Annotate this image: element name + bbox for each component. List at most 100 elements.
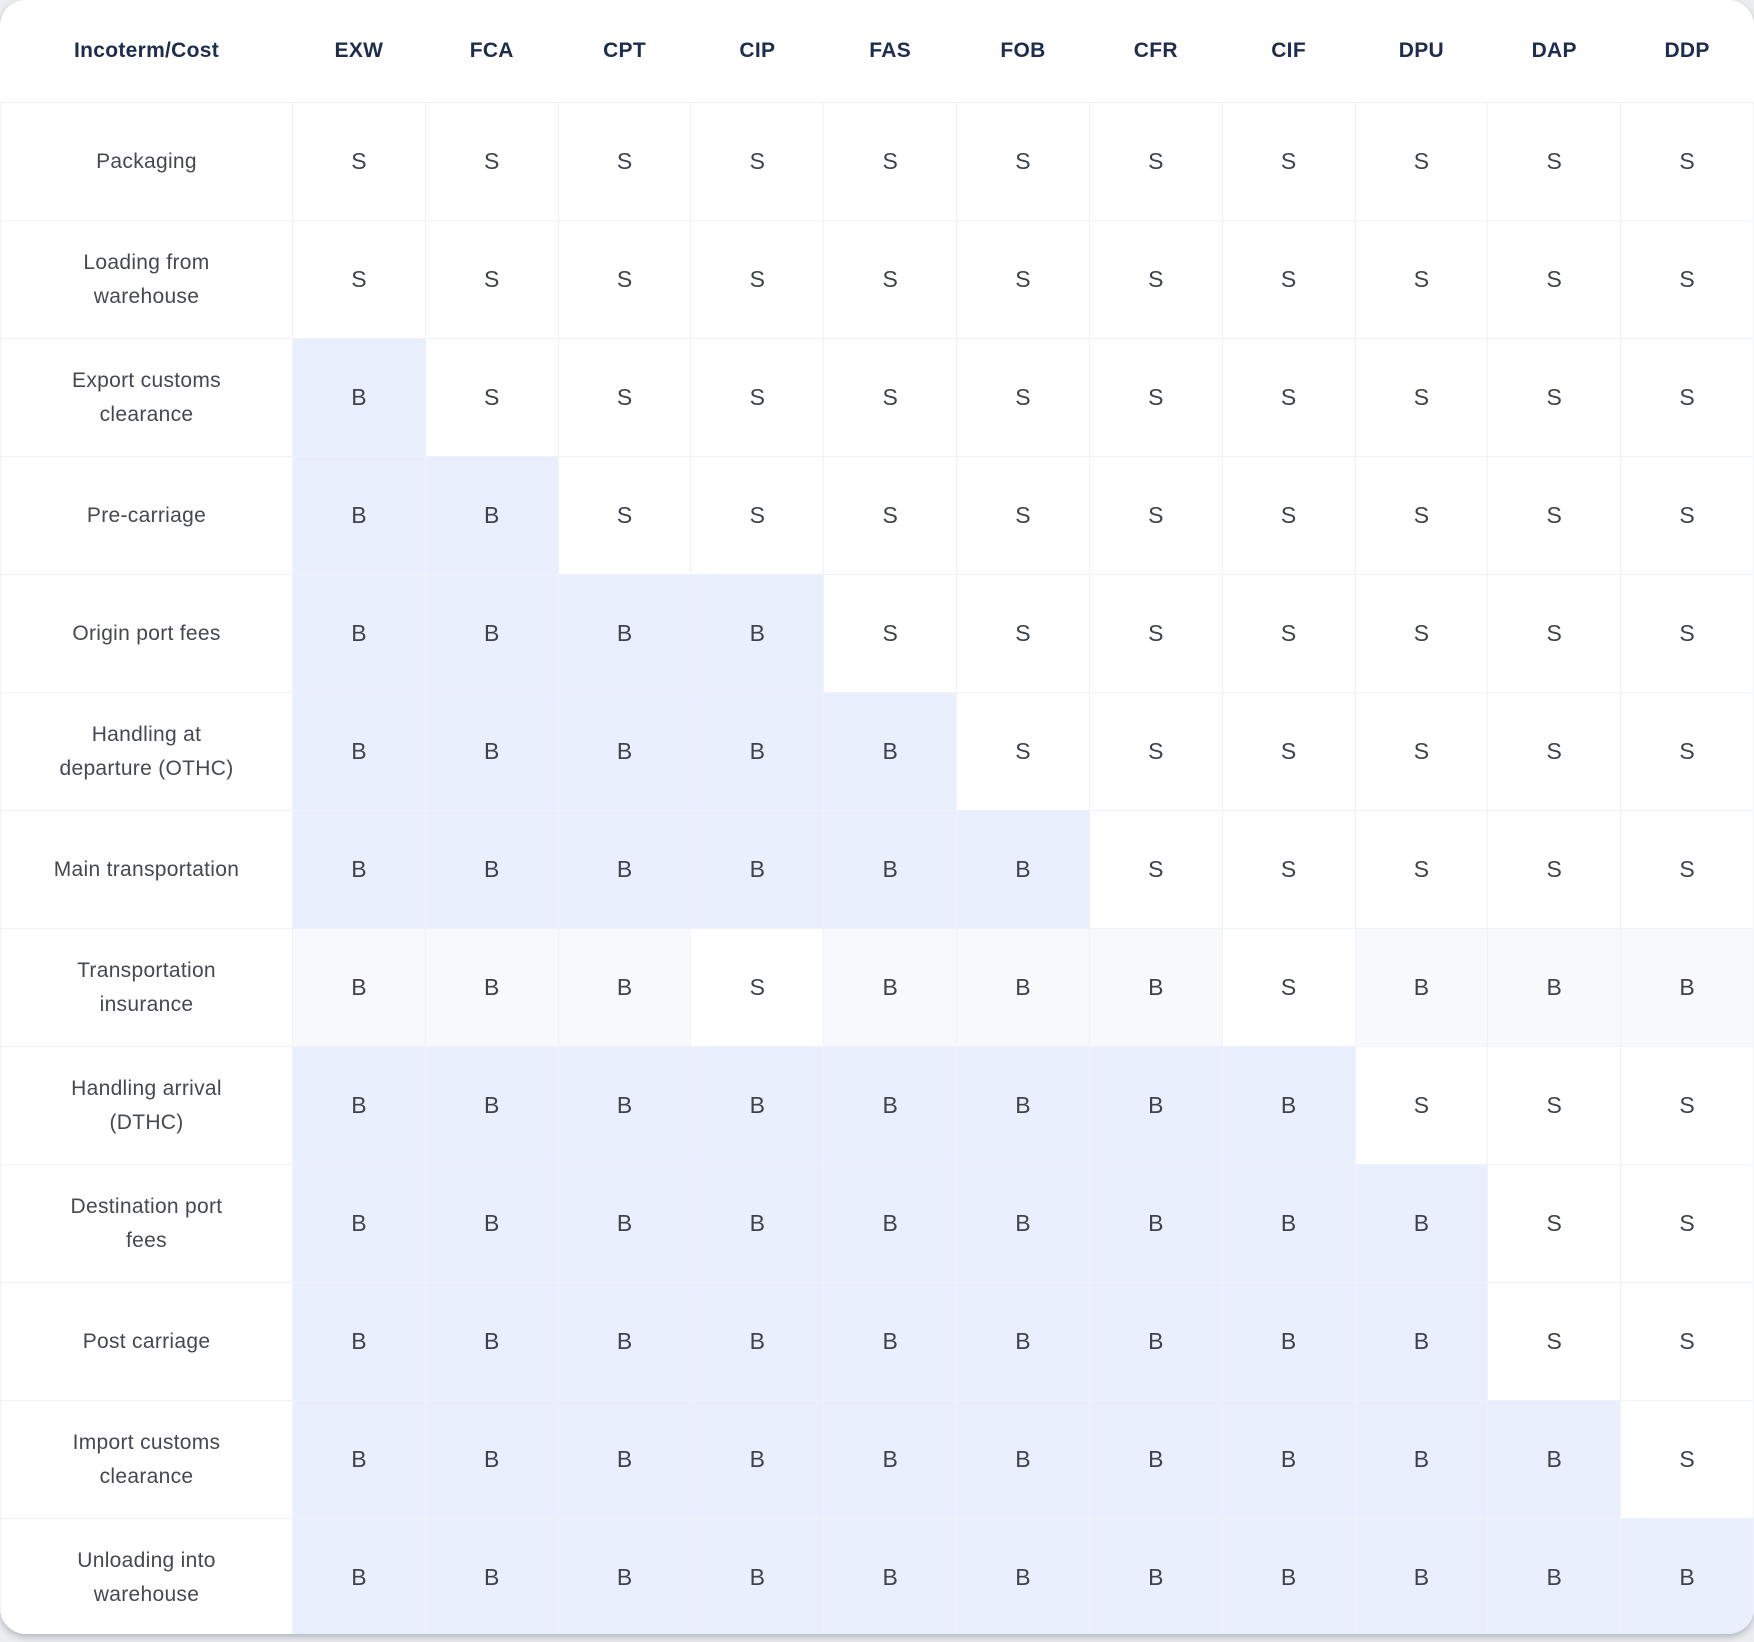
value-cell: B bbox=[292, 1518, 426, 1634]
value-cell: S bbox=[1354, 1046, 1489, 1165]
value-cell: B bbox=[1354, 1164, 1489, 1283]
column-header: CIP bbox=[690, 0, 824, 103]
value-cell: S bbox=[823, 574, 958, 693]
value-cell: S bbox=[1620, 810, 1754, 929]
value-cell: S bbox=[1354, 338, 1489, 457]
value-cell: B bbox=[823, 1046, 958, 1165]
value-cell: S bbox=[557, 456, 692, 575]
value-cell: B bbox=[292, 928, 426, 1047]
value-cell: B bbox=[956, 1046, 1090, 1165]
value-cell: S bbox=[956, 220, 1090, 339]
value-cell: S bbox=[1088, 810, 1223, 929]
value-cell: B bbox=[690, 810, 825, 929]
table-row: Export customs clearance B S S S S S S S S S S bbox=[0, 338, 1754, 457]
table-row: Destination port fees B B B B B B B B B S S bbox=[0, 1164, 1754, 1283]
value-cell: B bbox=[292, 1046, 426, 1165]
value-cell: B bbox=[823, 1282, 958, 1401]
table-row: Import customs clearance B B B B B B B B B B S bbox=[0, 1400, 1754, 1519]
value-cell: B bbox=[557, 810, 692, 929]
value-cell: S bbox=[1487, 1282, 1622, 1401]
row-label: Loading from warehouse bbox=[0, 220, 293, 339]
value-cell: S bbox=[690, 102, 825, 221]
value-cell: B bbox=[1221, 1164, 1356, 1283]
value-cell: S bbox=[1354, 692, 1489, 811]
value-cell: B bbox=[1221, 1282, 1356, 1401]
value-cell: S bbox=[1354, 102, 1489, 221]
table-header-row: Incoterm/Cost EXW FCA CPT CIP FAS FOB CFR CIF DPU… bbox=[0, 0, 1754, 103]
value-cell: B bbox=[690, 1046, 825, 1165]
row-label: Handling at departure (OTHC) bbox=[0, 692, 293, 811]
value-cell: B bbox=[1221, 1046, 1356, 1165]
value-cell: S bbox=[1620, 692, 1754, 811]
value-cell: B bbox=[292, 1400, 426, 1519]
value-cell: S bbox=[1354, 456, 1489, 575]
value-cell: B bbox=[424, 456, 559, 575]
value-cell: B bbox=[292, 1164, 426, 1283]
value-cell: S bbox=[823, 456, 958, 575]
value-cell: B bbox=[1088, 1518, 1223, 1634]
value-cell: B bbox=[1221, 1400, 1356, 1519]
value-cell: B bbox=[557, 1282, 692, 1401]
table-row: Packaging S S S S S S S S S S S bbox=[0, 102, 1754, 221]
column-header: DPU bbox=[1355, 0, 1488, 103]
value-cell: B bbox=[292, 1282, 426, 1401]
value-cell: S bbox=[690, 456, 825, 575]
value-cell: B bbox=[956, 1164, 1090, 1283]
value-cell: B bbox=[823, 1518, 958, 1634]
value-cell: B bbox=[823, 692, 958, 811]
column-header: FOB bbox=[956, 0, 1090, 103]
value-cell: S bbox=[1487, 220, 1622, 339]
value-cell: S bbox=[557, 338, 692, 457]
value-cell: S bbox=[690, 928, 825, 1047]
value-cell: S bbox=[956, 692, 1090, 811]
row-label: Origin port fees bbox=[0, 574, 293, 693]
value-cell: B bbox=[557, 1046, 692, 1165]
value-cell: S bbox=[1620, 338, 1754, 457]
value-cell: S bbox=[956, 102, 1090, 221]
value-cell: B bbox=[292, 574, 426, 693]
value-cell: S bbox=[1088, 692, 1223, 811]
value-cell: S bbox=[1620, 1400, 1754, 1519]
value-cell: B bbox=[1620, 1518, 1754, 1634]
value-cell: S bbox=[1088, 102, 1223, 221]
value-cell: B bbox=[1221, 1518, 1356, 1634]
value-cell: B bbox=[424, 1282, 559, 1401]
value-cell: S bbox=[1088, 338, 1223, 457]
column-header: FCA bbox=[425, 0, 559, 103]
value-cell: S bbox=[424, 102, 559, 221]
value-cell: B bbox=[1088, 1400, 1223, 1519]
table-row: Origin port fees B B B B S S S S S S S bbox=[0, 574, 1754, 693]
row-label: Main transportation bbox=[0, 810, 293, 929]
value-cell: B bbox=[956, 810, 1090, 929]
table-row: Main transportation B B B B B B S S S S S bbox=[0, 810, 1754, 929]
value-cell: B bbox=[424, 1400, 559, 1519]
value-cell: B bbox=[1487, 1518, 1622, 1634]
value-cell: B bbox=[424, 928, 559, 1047]
value-cell: S bbox=[1487, 692, 1622, 811]
value-cell: S bbox=[1221, 574, 1356, 693]
value-cell: S bbox=[1620, 1046, 1754, 1165]
row-label: Import customs clearance bbox=[0, 1400, 293, 1519]
value-cell: S bbox=[1487, 456, 1622, 575]
value-cell: B bbox=[690, 1164, 825, 1283]
column-header: FAS bbox=[823, 0, 957, 103]
value-cell: S bbox=[1088, 220, 1223, 339]
value-cell: S bbox=[1221, 338, 1356, 457]
table-row: Handling arrival (DTHC) B B B B B B B B S S S bbox=[0, 1046, 1754, 1165]
value-cell: B bbox=[1487, 1400, 1622, 1519]
value-cell: B bbox=[690, 692, 825, 811]
value-cell: B bbox=[1487, 928, 1622, 1047]
row-label: Pre-carriage bbox=[0, 456, 293, 575]
row-label: Transportation insurance bbox=[0, 928, 293, 1047]
value-cell: B bbox=[292, 692, 426, 811]
table-body: Packaging S S S S S S S S S S S Loading from warehou… bbox=[0, 102, 1754, 1634]
value-cell: B bbox=[1088, 1164, 1223, 1283]
value-cell: B bbox=[1088, 928, 1223, 1047]
value-cell: S bbox=[292, 220, 426, 339]
value-cell: B bbox=[557, 1164, 692, 1283]
value-cell: S bbox=[690, 220, 825, 339]
table-header: Incoterm/Cost EXW FCA CPT CIP FAS FOB CFR CIF DPU… bbox=[0, 0, 1754, 103]
value-cell: S bbox=[1487, 810, 1622, 929]
value-cell: S bbox=[1354, 574, 1489, 693]
value-cell: B bbox=[292, 338, 426, 457]
